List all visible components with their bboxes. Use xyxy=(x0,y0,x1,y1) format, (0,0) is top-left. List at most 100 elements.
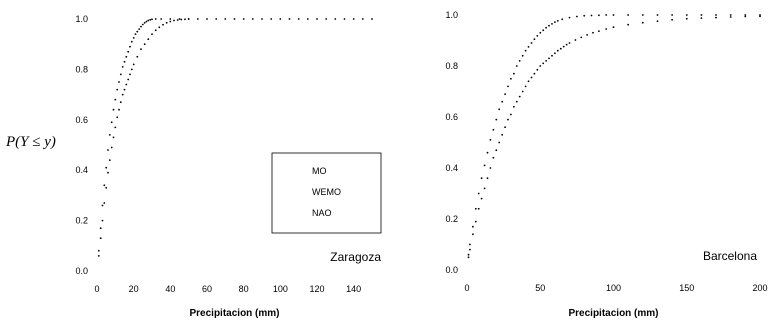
data-point xyxy=(112,108,115,111)
data-point xyxy=(467,253,470,256)
data-point xyxy=(480,197,483,200)
data-point xyxy=(545,26,547,29)
data-point xyxy=(501,133,504,136)
data-point xyxy=(132,37,135,39)
data-point xyxy=(116,88,119,91)
data-point xyxy=(143,43,146,46)
data-point xyxy=(130,40,133,43)
data-point xyxy=(504,126,506,129)
data-point xyxy=(542,29,545,32)
data-point xyxy=(515,100,518,103)
data-point xyxy=(136,55,139,58)
data-point xyxy=(118,81,120,83)
data-point xyxy=(536,68,539,71)
data-point xyxy=(477,207,480,210)
data-point xyxy=(524,49,527,52)
data-point xyxy=(107,149,109,151)
data-point xyxy=(551,54,553,57)
data-point xyxy=(288,18,291,20)
panel-barcelona: 0.0 0.2 0.4 0.6 0.8 1.0 0 50 100 150 200 Precipitac… xyxy=(445,10,767,319)
data-point xyxy=(605,28,608,30)
data-point xyxy=(343,18,346,20)
data-point xyxy=(539,65,542,67)
data-point xyxy=(542,62,545,65)
data-point xyxy=(469,243,471,246)
x-tick-label: 60 xyxy=(202,284,212,294)
data-point xyxy=(507,118,509,121)
data-point xyxy=(510,113,512,116)
legend-entry: NAO xyxy=(312,208,332,218)
data-point xyxy=(224,18,227,20)
data-point xyxy=(576,15,578,18)
data-point xyxy=(158,26,161,29)
data-point xyxy=(112,136,115,139)
data-point xyxy=(759,15,761,18)
data-point xyxy=(107,171,109,174)
data-point xyxy=(206,18,208,20)
legend-box xyxy=(271,152,382,234)
data-point xyxy=(536,35,539,37)
data-point xyxy=(527,46,530,48)
data-point xyxy=(671,14,673,16)
y-tick-label: 0.8 xyxy=(75,64,88,74)
data-point xyxy=(561,18,564,21)
data-point xyxy=(513,105,515,108)
data-point xyxy=(97,255,100,257)
data-point xyxy=(513,72,515,75)
data-point xyxy=(119,73,122,76)
data-point xyxy=(759,14,761,16)
y-tick-label: 0.4 xyxy=(75,165,88,175)
data-point xyxy=(297,18,300,20)
data-point xyxy=(110,146,113,149)
x-tick-label: 80 xyxy=(239,284,249,294)
data-point xyxy=(627,14,629,16)
x-tick-label: 0 xyxy=(464,283,469,293)
y-tick-label: 0.2 xyxy=(75,216,88,226)
y-tick-label: 0.6 xyxy=(75,115,88,125)
data-point xyxy=(108,134,111,136)
data-point xyxy=(498,141,501,144)
place-label: Zaragoza xyxy=(330,250,381,264)
x-axis-label: Precipitacion (mm) xyxy=(189,308,279,319)
data-point xyxy=(129,45,131,48)
data-point xyxy=(125,55,128,58)
data-point xyxy=(530,42,533,44)
series-1 xyxy=(467,15,761,259)
data-point xyxy=(605,14,608,16)
data-point xyxy=(334,18,337,20)
data-point xyxy=(132,63,135,66)
data-point xyxy=(480,177,483,180)
data-point xyxy=(518,95,521,98)
data-point xyxy=(103,184,106,187)
data-point xyxy=(507,85,509,88)
data-point xyxy=(141,23,144,26)
y-tick-label: 0.4 xyxy=(445,163,458,173)
data-point xyxy=(715,14,717,16)
data-point xyxy=(151,18,153,21)
data-point xyxy=(125,83,128,86)
data-point xyxy=(495,149,498,152)
data-point xyxy=(469,248,471,251)
data-point xyxy=(612,26,615,29)
data-point xyxy=(352,18,355,20)
y-tick-label: 1.0 xyxy=(75,14,88,24)
x-tick-label: 120 xyxy=(309,284,324,294)
data-point xyxy=(612,14,615,16)
data-point xyxy=(173,19,175,22)
data-point xyxy=(233,18,236,20)
data-point xyxy=(518,60,521,62)
data-point xyxy=(187,18,190,20)
data-point xyxy=(671,18,673,21)
x-tick-label: 100 xyxy=(606,283,621,293)
data-point xyxy=(114,98,117,101)
data-point xyxy=(501,100,504,103)
y-tick-label: 0.0 xyxy=(445,265,458,275)
data-point xyxy=(744,14,747,16)
data-point xyxy=(533,72,536,75)
data-point xyxy=(99,227,102,230)
series-1 xyxy=(97,18,190,257)
data-point xyxy=(700,14,703,16)
data-point xyxy=(242,18,245,20)
series-0 xyxy=(97,18,373,252)
